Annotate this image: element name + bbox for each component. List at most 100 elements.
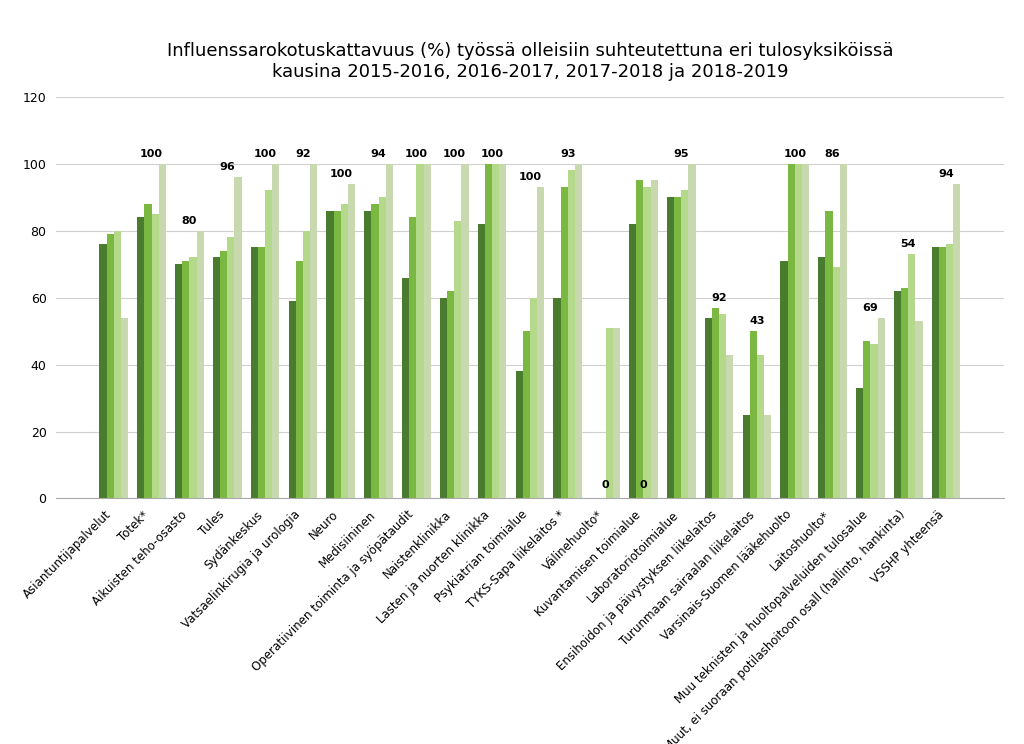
Bar: [175, 264, 182, 498]
Bar: [296, 261, 303, 498]
Bar: [863, 341, 870, 498]
Bar: [894, 291, 901, 498]
Bar: [840, 164, 847, 498]
Bar: [833, 267, 840, 498]
Bar: [334, 211, 341, 498]
Text: 86: 86: [824, 149, 841, 158]
Text: 54: 54: [900, 239, 916, 249]
Bar: [901, 287, 908, 498]
Bar: [939, 247, 946, 498]
Bar: [757, 355, 764, 498]
Bar: [440, 298, 447, 498]
Text: 100: 100: [140, 149, 163, 158]
Text: 0: 0: [640, 480, 647, 490]
Bar: [878, 318, 885, 498]
Text: 100: 100: [330, 169, 352, 179]
Bar: [719, 314, 726, 498]
Bar: [650, 181, 657, 498]
Bar: [152, 214, 159, 498]
Bar: [953, 184, 961, 498]
Text: 80: 80: [181, 216, 197, 225]
Bar: [674, 197, 681, 498]
Text: 96: 96: [219, 162, 236, 172]
Bar: [462, 164, 469, 498]
Bar: [500, 164, 507, 498]
Bar: [636, 181, 643, 498]
Bar: [856, 388, 863, 498]
Bar: [742, 415, 750, 498]
Text: 100: 100: [254, 149, 276, 158]
Bar: [410, 217, 417, 498]
Bar: [553, 298, 560, 498]
Bar: [712, 308, 719, 498]
Bar: [348, 184, 355, 498]
Text: 0: 0: [602, 480, 609, 490]
Bar: [780, 261, 787, 498]
Bar: [234, 177, 242, 498]
Bar: [379, 197, 386, 498]
Bar: [144, 204, 152, 498]
Bar: [478, 224, 485, 498]
Bar: [629, 224, 636, 498]
Bar: [114, 231, 121, 498]
Bar: [99, 244, 106, 498]
Bar: [802, 164, 809, 498]
Bar: [265, 190, 272, 498]
Text: 69: 69: [862, 303, 879, 312]
Bar: [522, 331, 529, 498]
Bar: [667, 197, 674, 498]
Text: 100: 100: [480, 149, 504, 158]
Bar: [227, 237, 234, 498]
Bar: [417, 164, 424, 498]
Bar: [106, 234, 114, 498]
Bar: [402, 278, 410, 498]
Bar: [485, 164, 493, 498]
Text: 94: 94: [938, 169, 954, 179]
Text: 93: 93: [560, 149, 575, 158]
Text: 94: 94: [371, 149, 386, 158]
Bar: [705, 318, 712, 498]
Bar: [197, 231, 204, 498]
Bar: [825, 211, 833, 498]
Bar: [538, 187, 545, 498]
Bar: [726, 355, 733, 498]
Bar: [870, 344, 878, 498]
Bar: [605, 327, 612, 498]
Bar: [272, 164, 280, 498]
Bar: [182, 261, 189, 498]
Bar: [915, 321, 923, 498]
Bar: [455, 220, 462, 498]
Bar: [515, 371, 522, 498]
Bar: [372, 204, 379, 498]
Bar: [159, 164, 166, 498]
Bar: [908, 254, 915, 498]
Text: 100: 100: [442, 149, 466, 158]
Bar: [189, 257, 197, 498]
Bar: [574, 164, 582, 498]
Bar: [365, 211, 372, 498]
Bar: [303, 231, 310, 498]
Text: 92: 92: [712, 292, 727, 303]
Bar: [643, 187, 650, 498]
Bar: [688, 164, 695, 498]
Bar: [946, 244, 953, 498]
Bar: [493, 164, 500, 498]
Bar: [681, 190, 688, 498]
Title: Influenssarokotuskattavuus (%) työssä olleisiin suhteutettuna eri tulosyksiköiss: Influenssarokotuskattavuus (%) työssä ol…: [167, 42, 893, 81]
Bar: [795, 164, 802, 498]
Text: 43: 43: [750, 316, 765, 326]
Bar: [310, 164, 317, 498]
Bar: [447, 291, 455, 498]
Text: 92: 92: [295, 149, 310, 158]
Bar: [932, 247, 939, 498]
Bar: [764, 415, 771, 498]
Text: 100: 100: [783, 149, 806, 158]
Bar: [289, 301, 296, 498]
Bar: [818, 257, 825, 498]
Text: 100: 100: [404, 149, 428, 158]
Text: 95: 95: [674, 149, 689, 158]
Bar: [121, 318, 128, 498]
Bar: [567, 170, 574, 498]
Bar: [529, 298, 538, 498]
Bar: [220, 251, 227, 498]
